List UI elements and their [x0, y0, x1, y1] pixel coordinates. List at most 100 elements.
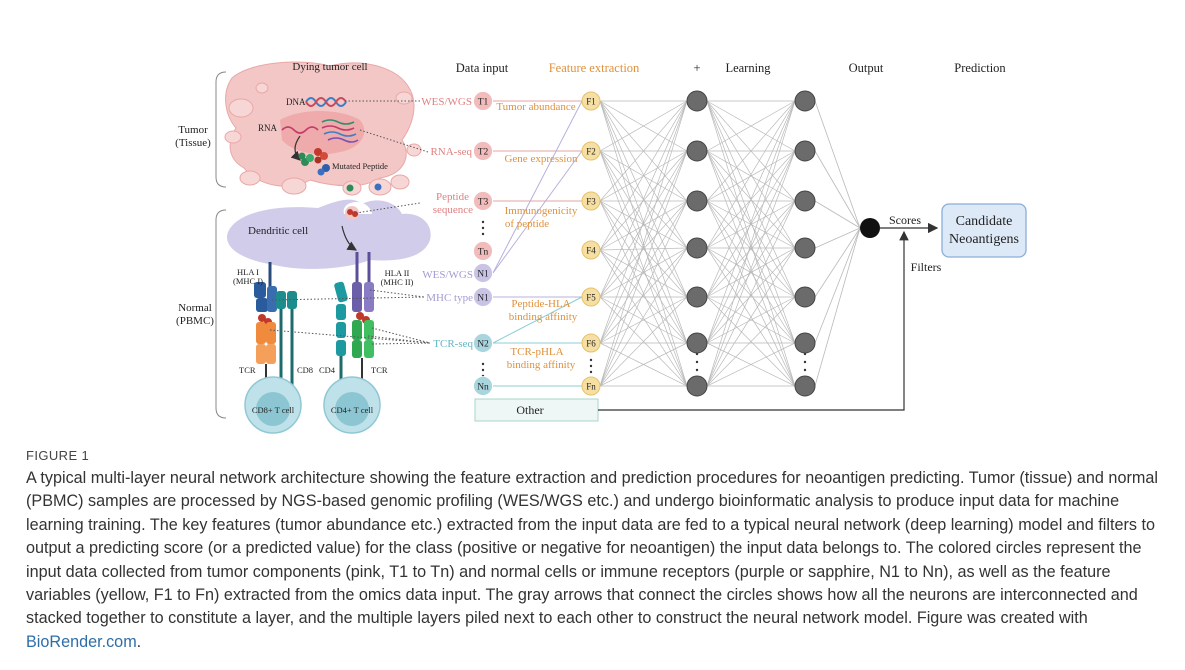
feature-label-tcr-phla-affinity: binding affinity	[507, 359, 576, 371]
neuron-connection	[599, 247, 688, 387]
neuron-connection	[706, 200, 796, 387]
biorender-link[interactable]: BioRender.com	[26, 632, 137, 651]
feature-label-peptide-hla: Peptide-HLA	[511, 298, 570, 310]
input-node-n2: N2	[473, 333, 493, 353]
svg-text:Tn: Tn	[478, 248, 489, 258]
figure-caption: FIGURE 1 A typical multi-layer neural ne…	[26, 448, 1171, 654]
svg-text:T2: T2	[478, 148, 489, 158]
dying-tumor-cell-title: Dying tumor cell	[292, 61, 367, 73]
output-connection	[814, 227, 861, 344]
dna-label: DNA	[286, 97, 306, 107]
hidden-neuron	[794, 286, 816, 308]
input-nodes: T1 T2 T3 Tn N1 N1 N2 Nn	[473, 91, 493, 396]
neuron-connection	[706, 296, 796, 344]
mutated-peptide-label: Mutated Peptide	[332, 161, 388, 171]
hidden-neuron	[686, 90, 708, 112]
normal-sub-label: (PBMC)	[176, 315, 214, 327]
neuron-connection	[706, 150, 796, 344]
svg-text:F3: F3	[586, 197, 596, 207]
neuron-connection	[599, 247, 688, 344]
feature-label-tumor-abundance: Tumor abundance	[496, 101, 575, 113]
tumor-bracket	[215, 71, 227, 188]
header-plus: +	[693, 61, 700, 75]
neuron-connection	[706, 150, 796, 387]
feature-node-fn: Fn	[581, 376, 601, 396]
input-node-tn: Tn	[473, 241, 493, 261]
neuron-connection	[706, 342, 796, 387]
svg-text:F6: F6	[586, 339, 596, 349]
candidate-label: Candidate	[956, 214, 1013, 229]
output-connection	[814, 150, 861, 229]
source-sequence: sequence	[433, 204, 473, 216]
neuron-connection	[706, 100, 796, 202]
neuron-connection	[599, 100, 688, 387]
dendritic-and-t-cell-illustration	[227, 199, 431, 434]
svg-text:Nn: Nn	[477, 383, 489, 393]
input-node-nn: Nn	[473, 376, 493, 396]
neuron-connection	[706, 100, 796, 387]
neuron-connection	[599, 249, 688, 344]
normal-bracket	[215, 209, 227, 419]
neuron-connection	[706, 296, 796, 387]
svg-text:N2: N2	[477, 340, 489, 350]
header-prediction: Prediction	[954, 61, 1006, 75]
figure-label: FIGURE 1	[26, 448, 90, 463]
neuron-connection	[706, 247, 796, 387]
feature-label-immunogenicity: Immunogenicity	[505, 205, 578, 217]
svg-text:Fn: Fn	[586, 382, 596, 392]
input-feature-link	[492, 296, 583, 344]
header-data-input: Data input	[456, 61, 509, 75]
neuron-connection	[599, 100, 688, 344]
header-learning: Learning	[725, 61, 771, 75]
neuron-connection	[706, 100, 796, 249]
output-connection	[814, 227, 861, 298]
neuron-connection	[706, 200, 796, 298]
hla1-sub-label: (MHC I)	[233, 276, 263, 286]
neuron-connection	[599, 249, 688, 298]
input-feature-link	[492, 150, 583, 274]
source-dotted-links	[269, 100, 431, 345]
svg-text:F5: F5	[586, 293, 596, 303]
hidden-neuron	[686, 375, 708, 397]
input-node-t3: T3	[473, 191, 493, 211]
neuron-connection	[599, 150, 688, 298]
source-wes-wgs-normal: WES/WGS	[422, 269, 473, 281]
source-peptide: Peptide	[436, 191, 469, 203]
scores-label: Scores	[889, 213, 921, 227]
feature-label-of-peptide: of peptide	[505, 218, 549, 230]
feature-node-f5: F5	[581, 287, 601, 307]
hidden-neuron	[794, 237, 816, 259]
output-connection	[814, 227, 861, 387]
cd8-tcell-label: CD8+ T cell	[252, 405, 295, 415]
neuron-connection	[706, 100, 796, 298]
neuron-connection	[599, 296, 688, 344]
hla1-label: HLA I	[237, 267, 259, 277]
feature-label-tcr-phla: TCR-pHLA	[510, 346, 563, 358]
svg-text:F2: F2	[586, 147, 596, 157]
cd4-label: CD4	[319, 365, 336, 375]
hla2-label: HLA II	[385, 268, 410, 278]
feature-node-f2: F2	[581, 141, 601, 161]
hidden-nodes	[686, 90, 816, 397]
other-label: Other	[516, 403, 543, 417]
source-mhc-type: MHC type	[426, 292, 473, 304]
feature-label-peptide-hla-affinity: binding affinity	[509, 311, 578, 323]
svg-text:T3: T3	[478, 198, 489, 208]
tumor-sub-label: (Tissue)	[175, 137, 211, 149]
candidate-neoantigens-box	[941, 203, 1027, 258]
source-rna-seq: RNA-seq	[430, 146, 472, 158]
neuron-connection	[599, 200, 688, 387]
neuron-connection	[599, 150, 688, 251]
header-feature-extraction: Feature extraction	[549, 61, 640, 75]
svg-text:F1: F1	[586, 97, 596, 107]
hidden-neuron	[794, 375, 816, 397]
tcr-left-label: TCR	[239, 365, 256, 375]
neuron-connection	[599, 100, 688, 202]
neuron-connection	[706, 100, 796, 344]
neuron-connection	[599, 100, 688, 152]
hla2-sub-label: (MHC II)	[381, 277, 414, 287]
neuron-connection	[599, 100, 688, 249]
feature-node-f3: F3	[581, 191, 601, 211]
neuron-connection	[599, 200, 688, 298]
hidden-neuron	[686, 286, 708, 308]
